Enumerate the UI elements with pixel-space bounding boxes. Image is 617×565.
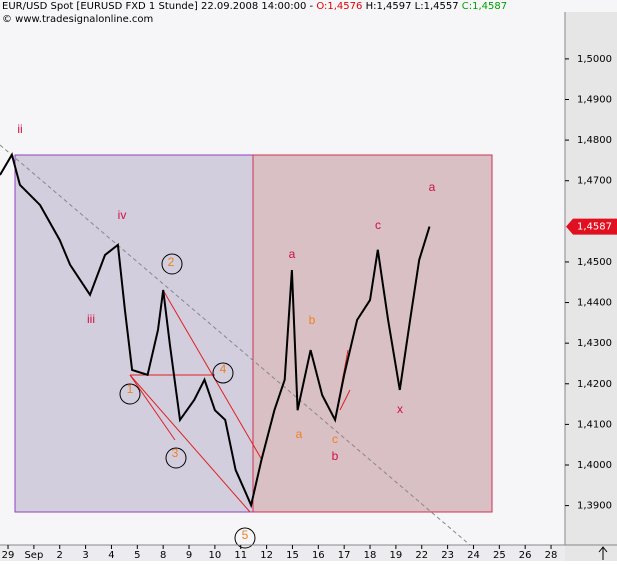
- header-bg: [0, 0, 617, 12]
- wave-label: 3: [172, 446, 179, 460]
- price-tag: [566, 218, 617, 235]
- zone-box: [252, 154, 493, 513]
- y-tick-label: 1,4900: [577, 94, 612, 105]
- x-tick-label: 17: [338, 550, 351, 561]
- zone-box: [14, 154, 254, 513]
- x-tick-label: 2: [57, 550, 63, 561]
- wave-label: 4: [220, 362, 227, 376]
- high: H:1,4597: [366, 1, 412, 12]
- x-tick-label: 24: [467, 550, 480, 561]
- x-tick-label: 12: [260, 550, 273, 561]
- price-line: [0, 152, 431, 509]
- y-tick-label: 1,4000: [577, 460, 612, 471]
- wave-label: 1: [127, 382, 134, 396]
- x-tick-label: 16: [312, 550, 325, 561]
- wave-label: c: [332, 432, 338, 446]
- x-tick-label: 25: [493, 550, 506, 561]
- open: O:1,4576: [316, 1, 362, 12]
- x-tick-label: 15: [286, 550, 299, 561]
- wave-label: iv: [118, 208, 127, 222]
- y-tick-label: 1,3900: [577, 501, 612, 512]
- wave-label: a: [289, 247, 296, 261]
- wave-label: b: [332, 449, 339, 463]
- wave-label: b: [309, 313, 316, 327]
- y-tick-label: 1,4700: [577, 176, 612, 187]
- wave-circles: [119, 253, 256, 549]
- x-tick-label: 9: [186, 550, 192, 561]
- header: EUR/USD Spot [EURUSD FXD 1 Stunde] 22.09…: [2, 1, 507, 12]
- x-tick-label: 19: [390, 550, 403, 561]
- y-tick-label: 1,4300: [577, 338, 612, 349]
- wave-label: x: [397, 402, 403, 416]
- x-tick-label: Sep: [24, 550, 43, 561]
- price-tag-label: 1,4587: [577, 222, 612, 233]
- x-tick-label: 4: [108, 550, 114, 561]
- close: C:1,4587: [462, 1, 507, 12]
- x-tick-label: 29: [2, 550, 15, 561]
- y-tick-label: 1,4100: [577, 419, 612, 430]
- y-tick-label: 1,4200: [577, 379, 612, 390]
- trend-line: [0, 144, 471, 546]
- x-tick-label: 26: [519, 550, 532, 561]
- x-tick-label: 18: [364, 550, 377, 561]
- x-tick-label: 8: [160, 550, 166, 561]
- wave-label: c: [375, 218, 381, 232]
- y-tick-label: 1,4800: [577, 135, 612, 146]
- y-axis-panel: [565, 0, 617, 561]
- wave-label: ii: [17, 122, 22, 136]
- x-tick-label: 5: [134, 550, 140, 561]
- x-tick-label: 11: [234, 550, 247, 561]
- y-tick-label: 1,5000: [577, 54, 612, 65]
- wave-label: 5: [242, 528, 249, 542]
- instrument: EUR/USD Spot [EURUSD FXD 1 Stunde] 22.09…: [2, 1, 316, 12]
- wave-label: iii: [87, 312, 95, 326]
- wave-label: a: [429, 180, 436, 194]
- x-tick-label: 22: [415, 550, 428, 561]
- low: L:1,4557: [415, 1, 459, 12]
- wave-label: a: [296, 427, 303, 441]
- x-tick-label: 10: [209, 550, 222, 561]
- y-tick-label: 1,4500: [577, 257, 612, 268]
- wave-label: 2: [168, 255, 175, 269]
- x-tick-label: 28: [545, 550, 558, 561]
- copyright: © www.tradesignalonline.com: [2, 14, 153, 25]
- x-tick-label: 23: [441, 550, 454, 561]
- x-tick-label: 3: [82, 550, 88, 561]
- scroll-arrow[interactable]: [598, 546, 608, 560]
- channel-lines: [129, 289, 351, 513]
- y-tick-label: 1,4400: [577, 298, 612, 309]
